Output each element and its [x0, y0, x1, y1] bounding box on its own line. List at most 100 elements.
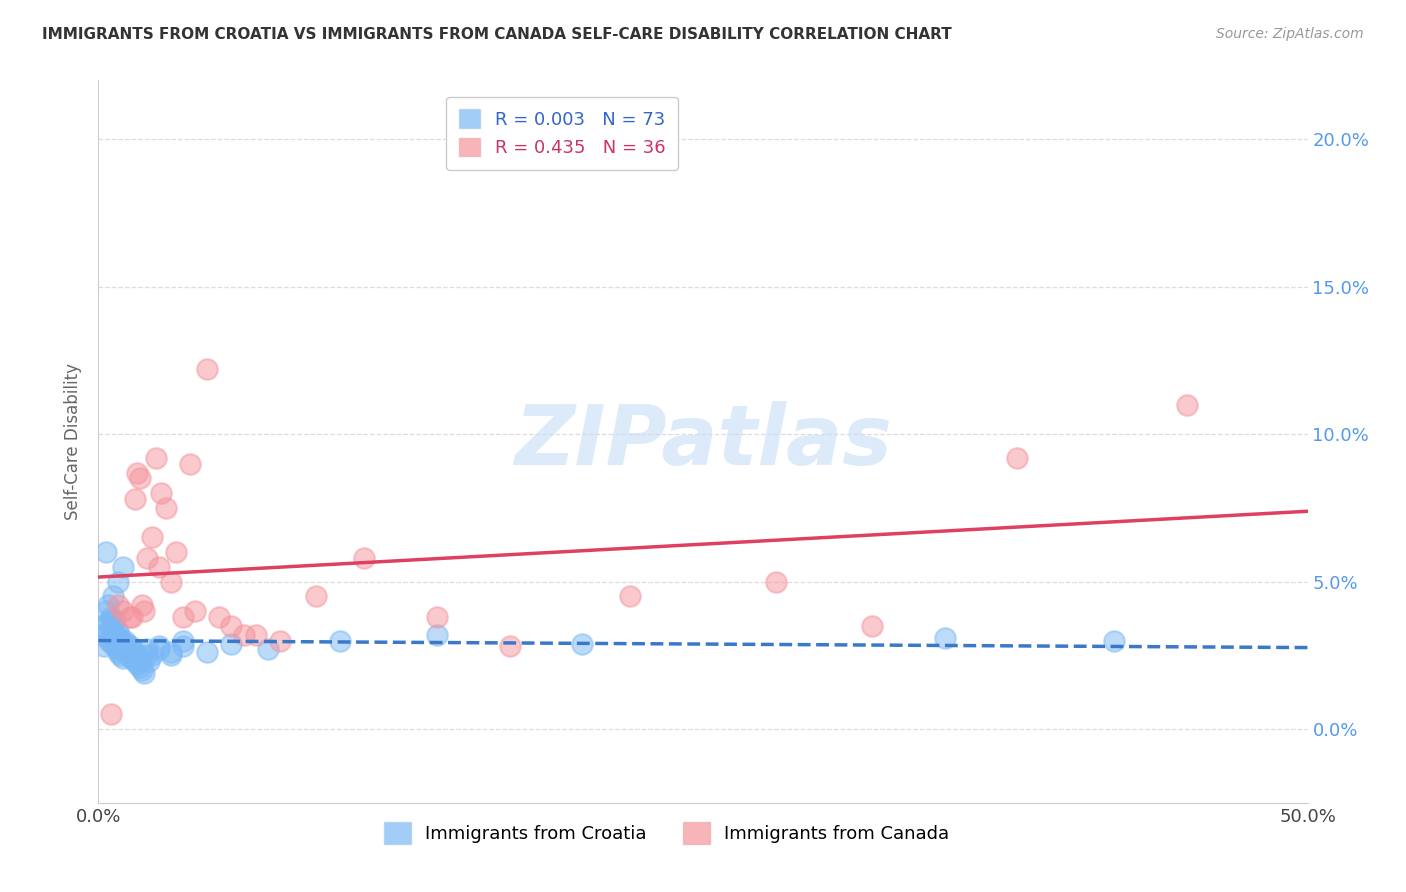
- Point: [127, 466, 149, 480]
- Point: [172, 633, 194, 648]
- Point: [124, 491, 146, 506]
- Point: [118, 648, 141, 663]
- Point: [571, 636, 593, 650]
- Point: [148, 642, 170, 657]
- Point: [160, 574, 183, 589]
- Point: [93, 640, 115, 654]
- Point: [329, 633, 352, 648]
- Point: [221, 619, 243, 633]
- Point: [118, 648, 141, 663]
- Point: [305, 590, 328, 604]
- Point: [115, 645, 138, 659]
- Point: [269, 633, 291, 648]
- Point: [128, 471, 150, 485]
- Point: [107, 574, 129, 589]
- Point: [117, 636, 139, 650]
- Point: [1175, 398, 1198, 412]
- Point: [221, 636, 243, 650]
- Point: [765, 574, 787, 589]
- Point: [104, 613, 127, 627]
- Text: ZIPatlas: ZIPatlas: [515, 401, 891, 482]
- Point: [148, 560, 170, 574]
- Point: [128, 651, 150, 665]
- Point: [165, 545, 187, 559]
- Point: [135, 648, 157, 663]
- Point: [184, 604, 207, 618]
- Point: [232, 628, 254, 642]
- Point: [426, 610, 449, 624]
- Point: [934, 631, 956, 645]
- Point: [172, 640, 194, 654]
- Point: [155, 500, 177, 515]
- Point: [172, 610, 194, 624]
- Point: [127, 657, 149, 672]
- Point: [135, 551, 157, 566]
- Point: [91, 619, 114, 633]
- Point: [111, 604, 134, 618]
- Point: [128, 660, 150, 674]
- Point: [134, 604, 156, 618]
- Point: [120, 651, 142, 665]
- Point: [103, 628, 125, 642]
- Point: [114, 642, 136, 657]
- Point: [96, 615, 118, 630]
- Point: [131, 663, 153, 677]
- Point: [107, 624, 129, 639]
- Point: [97, 624, 120, 639]
- Point: [101, 590, 124, 604]
- Point: [97, 598, 120, 612]
- Text: Source: ZipAtlas.com: Source: ZipAtlas.com: [1216, 27, 1364, 41]
- Point: [118, 640, 141, 654]
- Legend: R = 0.003   N = 73, R = 0.435   N = 36: R = 0.003 N = 73, R = 0.435 N = 36: [446, 96, 678, 169]
- Point: [100, 631, 122, 645]
- Point: [100, 613, 122, 627]
- Point: [131, 654, 153, 668]
- Point: [145, 450, 167, 465]
- Point: [101, 622, 124, 636]
- Point: [100, 707, 122, 722]
- Point: [135, 642, 157, 657]
- Point: [195, 362, 218, 376]
- Point: [141, 648, 163, 663]
- Text: IMMIGRANTS FROM CROATIA VS IMMIGRANTS FROM CANADA SELF-CARE DISABILITY CORRELATI: IMMIGRANTS FROM CROATIA VS IMMIGRANTS FR…: [42, 27, 952, 42]
- Point: [105, 642, 128, 657]
- Point: [160, 648, 183, 663]
- Point: [138, 654, 160, 668]
- Point: [256, 642, 278, 657]
- Point: [124, 645, 146, 659]
- Point: [1102, 633, 1125, 648]
- Point: [108, 633, 131, 648]
- Point: [112, 642, 135, 657]
- Point: [108, 648, 131, 663]
- Point: [100, 636, 122, 650]
- Point: [426, 628, 449, 642]
- Point: [91, 628, 114, 642]
- Point: [98, 633, 121, 648]
- Point: [121, 651, 143, 665]
- Point: [179, 457, 201, 471]
- Point: [160, 645, 183, 659]
- Point: [124, 654, 146, 668]
- Point: [141, 530, 163, 544]
- Point: [107, 645, 129, 659]
- Point: [498, 640, 520, 654]
- Point: [118, 610, 141, 624]
- Point: [110, 633, 132, 648]
- Point: [108, 631, 131, 645]
- Point: [131, 598, 153, 612]
- Point: [114, 633, 136, 648]
- Point: [134, 666, 156, 681]
- Point: [104, 640, 127, 654]
- Point: [101, 619, 124, 633]
- Point: [111, 636, 134, 650]
- Point: [1007, 450, 1029, 465]
- Point: [127, 648, 149, 663]
- Point: [195, 645, 218, 659]
- Point: [121, 610, 143, 624]
- Point: [619, 590, 641, 604]
- Point: [148, 640, 170, 654]
- Point: [111, 640, 134, 654]
- Point: [100, 610, 122, 624]
- Point: [107, 624, 129, 639]
- Point: [94, 545, 117, 559]
